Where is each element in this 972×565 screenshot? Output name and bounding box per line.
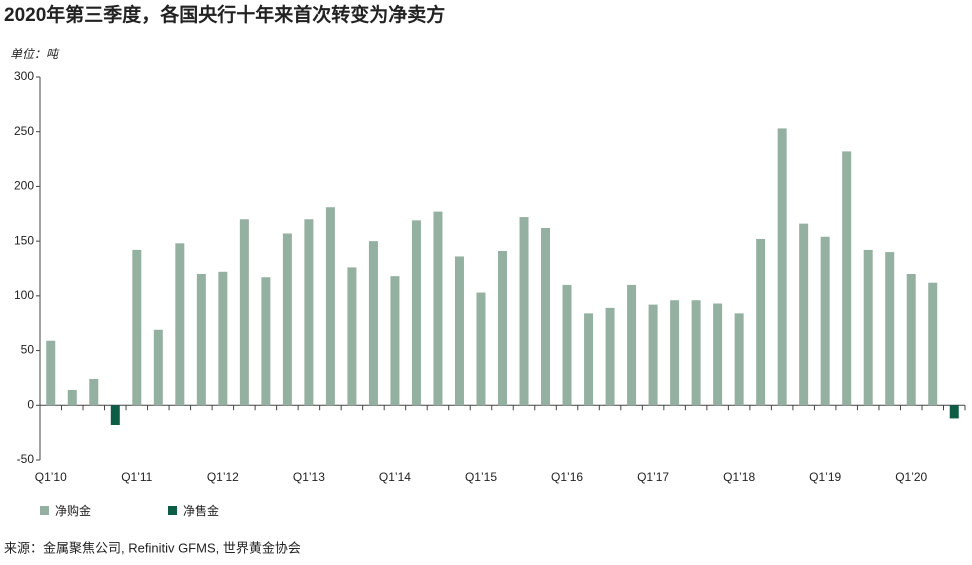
bar	[541, 228, 551, 406]
bar	[605, 307, 615, 406]
legend-label: 净购金	[55, 503, 91, 518]
bar	[820, 236, 830, 406]
bar	[454, 256, 464, 406]
y-tick-label: 200	[14, 179, 34, 193]
y-tick-label: 50	[21, 343, 35, 357]
x-tick-label: Q1’20	[895, 470, 927, 484]
bar	[756, 238, 766, 406]
y-tick-label: -50	[17, 452, 35, 466]
bar	[734, 313, 744, 406]
bar	[498, 250, 507, 406]
bar	[46, 340, 56, 406]
y-tick-label: 150	[14, 233, 34, 247]
x-tick-label: Q1’19	[809, 470, 841, 484]
bar	[799, 223, 809, 406]
chart-title: 2020年第三季度，各国央行十年来首次转变为净卖方	[4, 3, 445, 26]
bar	[885, 252, 895, 406]
y-axis-label: 单位：吨	[10, 47, 60, 61]
legend-swatch	[40, 506, 49, 515]
bar	[132, 249, 142, 406]
bar	[777, 128, 787, 406]
bar	[584, 313, 594, 406]
x-tick-label: Q1’12	[207, 470, 239, 484]
bar	[648, 304, 658, 406]
legend-label: 净售金	[183, 503, 219, 518]
bar	[304, 219, 314, 406]
bar	[411, 220, 421, 406]
bar	[153, 329, 163, 406]
y-tick-label: 100	[14, 288, 34, 302]
bar	[282, 233, 292, 406]
legend-swatch	[168, 506, 177, 515]
bar	[519, 217, 529, 406]
x-tick-label: Q1’11	[121, 470, 152, 484]
bar	[347, 267, 357, 406]
bar	[842, 151, 852, 406]
bar	[325, 207, 335, 406]
x-tick-label: Q1’18	[723, 470, 755, 484]
y-tick-label: 300	[14, 69, 34, 83]
x-tick-label: Q1’14	[379, 470, 411, 484]
bar	[562, 284, 572, 406]
bar	[627, 284, 637, 406]
bar	[175, 243, 185, 406]
bar	[239, 219, 249, 406]
x-tick-label: Q1’15	[465, 470, 497, 484]
bar	[390, 276, 400, 406]
bar	[863, 249, 873, 406]
bar	[476, 292, 486, 406]
bar	[218, 271, 228, 406]
x-tick-label: Q1’17	[637, 470, 669, 484]
bar	[89, 379, 99, 406]
y-tick-label: 0	[27, 397, 34, 411]
x-tick-label: Q1’13	[293, 470, 325, 484]
y-tick-label: 250	[14, 124, 34, 138]
bar	[433, 211, 443, 406]
bar	[713, 303, 723, 406]
bar	[261, 277, 271, 406]
bar	[196, 273, 206, 406]
bar	[670, 300, 680, 406]
x-tick-label: Q1’10	[35, 470, 67, 484]
bar	[110, 405, 120, 425]
bar	[368, 241, 378, 406]
bar	[906, 273, 916, 406]
bar	[67, 389, 77, 406]
x-tick-label: Q1’16	[551, 470, 583, 484]
bar	[949, 405, 959, 419]
bar	[691, 300, 701, 406]
source: 来源：金属聚焦公司, Refinitiv GFMS, 世界黄金协会	[4, 540, 301, 555]
bar	[928, 282, 938, 406]
